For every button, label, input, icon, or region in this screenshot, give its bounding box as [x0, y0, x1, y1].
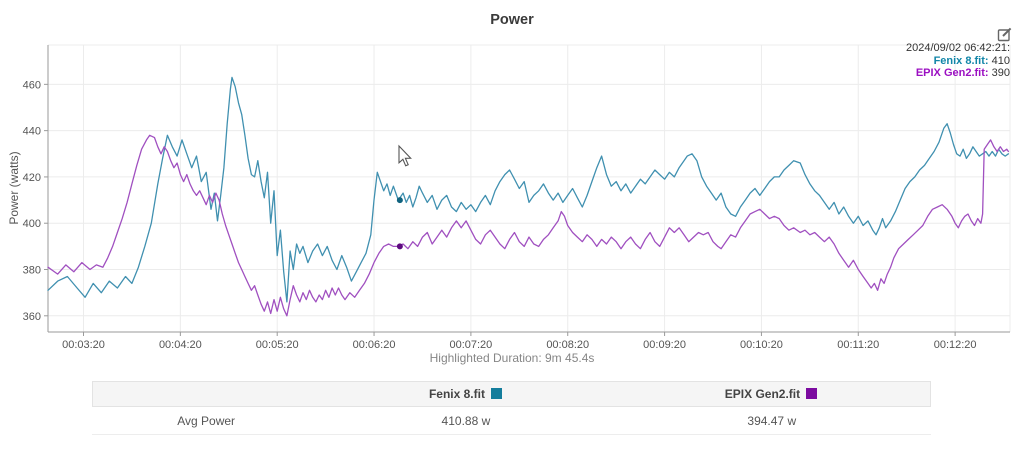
hover-marker-fenix-8-fit [396, 197, 403, 204]
x-tick-label: 00:07:20 [449, 339, 492, 351]
avg-power-label: Avg Power [177, 413, 236, 428]
legend-fenix-label: Fenix 8.fit [428, 387, 485, 401]
summary-table-header: Fenix 8.fit EPIX Gen2.fit [92, 381, 931, 407]
legend-epix-label: EPIX Gen2.fit [724, 387, 801, 401]
x-tick-label: 00:10:20 [740, 339, 783, 351]
hover-tooltip: 2024/09/02 06:42:21: Fenix 8.fit: 410 EP… [906, 42, 1010, 80]
edit-chart-icon[interactable] [997, 26, 1013, 42]
header-epix-cell: EPIX Gen2.fit [612, 387, 930, 401]
y-tick-label: 360 [23, 311, 41, 323]
y-tick-label: 380 [23, 265, 41, 277]
x-tick-label: 00:08:20 [546, 339, 589, 351]
x-tick-label: 00:06:20 [353, 339, 396, 351]
y-tick-label: 440 [23, 126, 41, 138]
avg-power-row: Avg Power 410.88 w 394.47 w [92, 407, 931, 434]
series-line-epix-gen2-fit [47, 134, 1010, 317]
tooltip-fenix-label: Fenix 8.fit: [933, 54, 989, 67]
epix-legend-swatch[interactable] [806, 388, 818, 399]
avg-power-epix-value: 394.47 w [747, 413, 797, 428]
y-tick-label: 460 [23, 79, 41, 91]
chart-canvas[interactable]: 360 380 400 420 440 460 00:03:20 00:04:20 00:05:… [0, 0, 1024, 362]
series-line-fenix-8-fit [47, 76, 1010, 303]
tooltip-fenix-value: 410 [991, 54, 1010, 67]
tooltip-epix-value: 390 [991, 67, 1010, 79]
tooltip-timestamp: 2024/09/02 06:42:21: [906, 42, 1010, 54]
x-tick-label: 00:05:20 [256, 339, 299, 351]
chart-title: Power [490, 12, 534, 28]
x-tick-label: 00:03:20 [62, 339, 105, 351]
header-fenix-cell: Fenix 8.fit [319, 387, 612, 401]
y-axis-title: Power (watts) [7, 151, 21, 225]
tooltip-epix-label: EPIX Gen2.fit: [915, 67, 989, 79]
y-tick-label: 400 [23, 218, 41, 230]
x-tick-label: 00:09:20 [643, 339, 686, 351]
y-tick-label: 420 [23, 172, 41, 184]
fenix-legend-swatch[interactable] [490, 388, 502, 399]
x-tick-label: 00:12:20 [934, 339, 977, 351]
summary-table: Fenix 8.fit EPIX Gen2.fit Avg Power 410.… [92, 381, 931, 435]
avg-power-fenix-value: 410.88 w [441, 413, 491, 428]
x-tick-label: 00:11:20 [837, 339, 879, 351]
hover-marker-epix-gen2-fit [396, 243, 403, 250]
x-tick-label: 00:04:20 [159, 339, 202, 351]
mouse-cursor-icon [398, 144, 412, 167]
tooltip-fenix-line: Fenix 8.fit: 410 [906, 55, 1010, 68]
tooltip-epix-line: EPIX Gen2.fit: 390 [906, 67, 1010, 80]
highlighted-duration-label: Highlighted Duration: 9m 45.4s [429, 351, 595, 365]
